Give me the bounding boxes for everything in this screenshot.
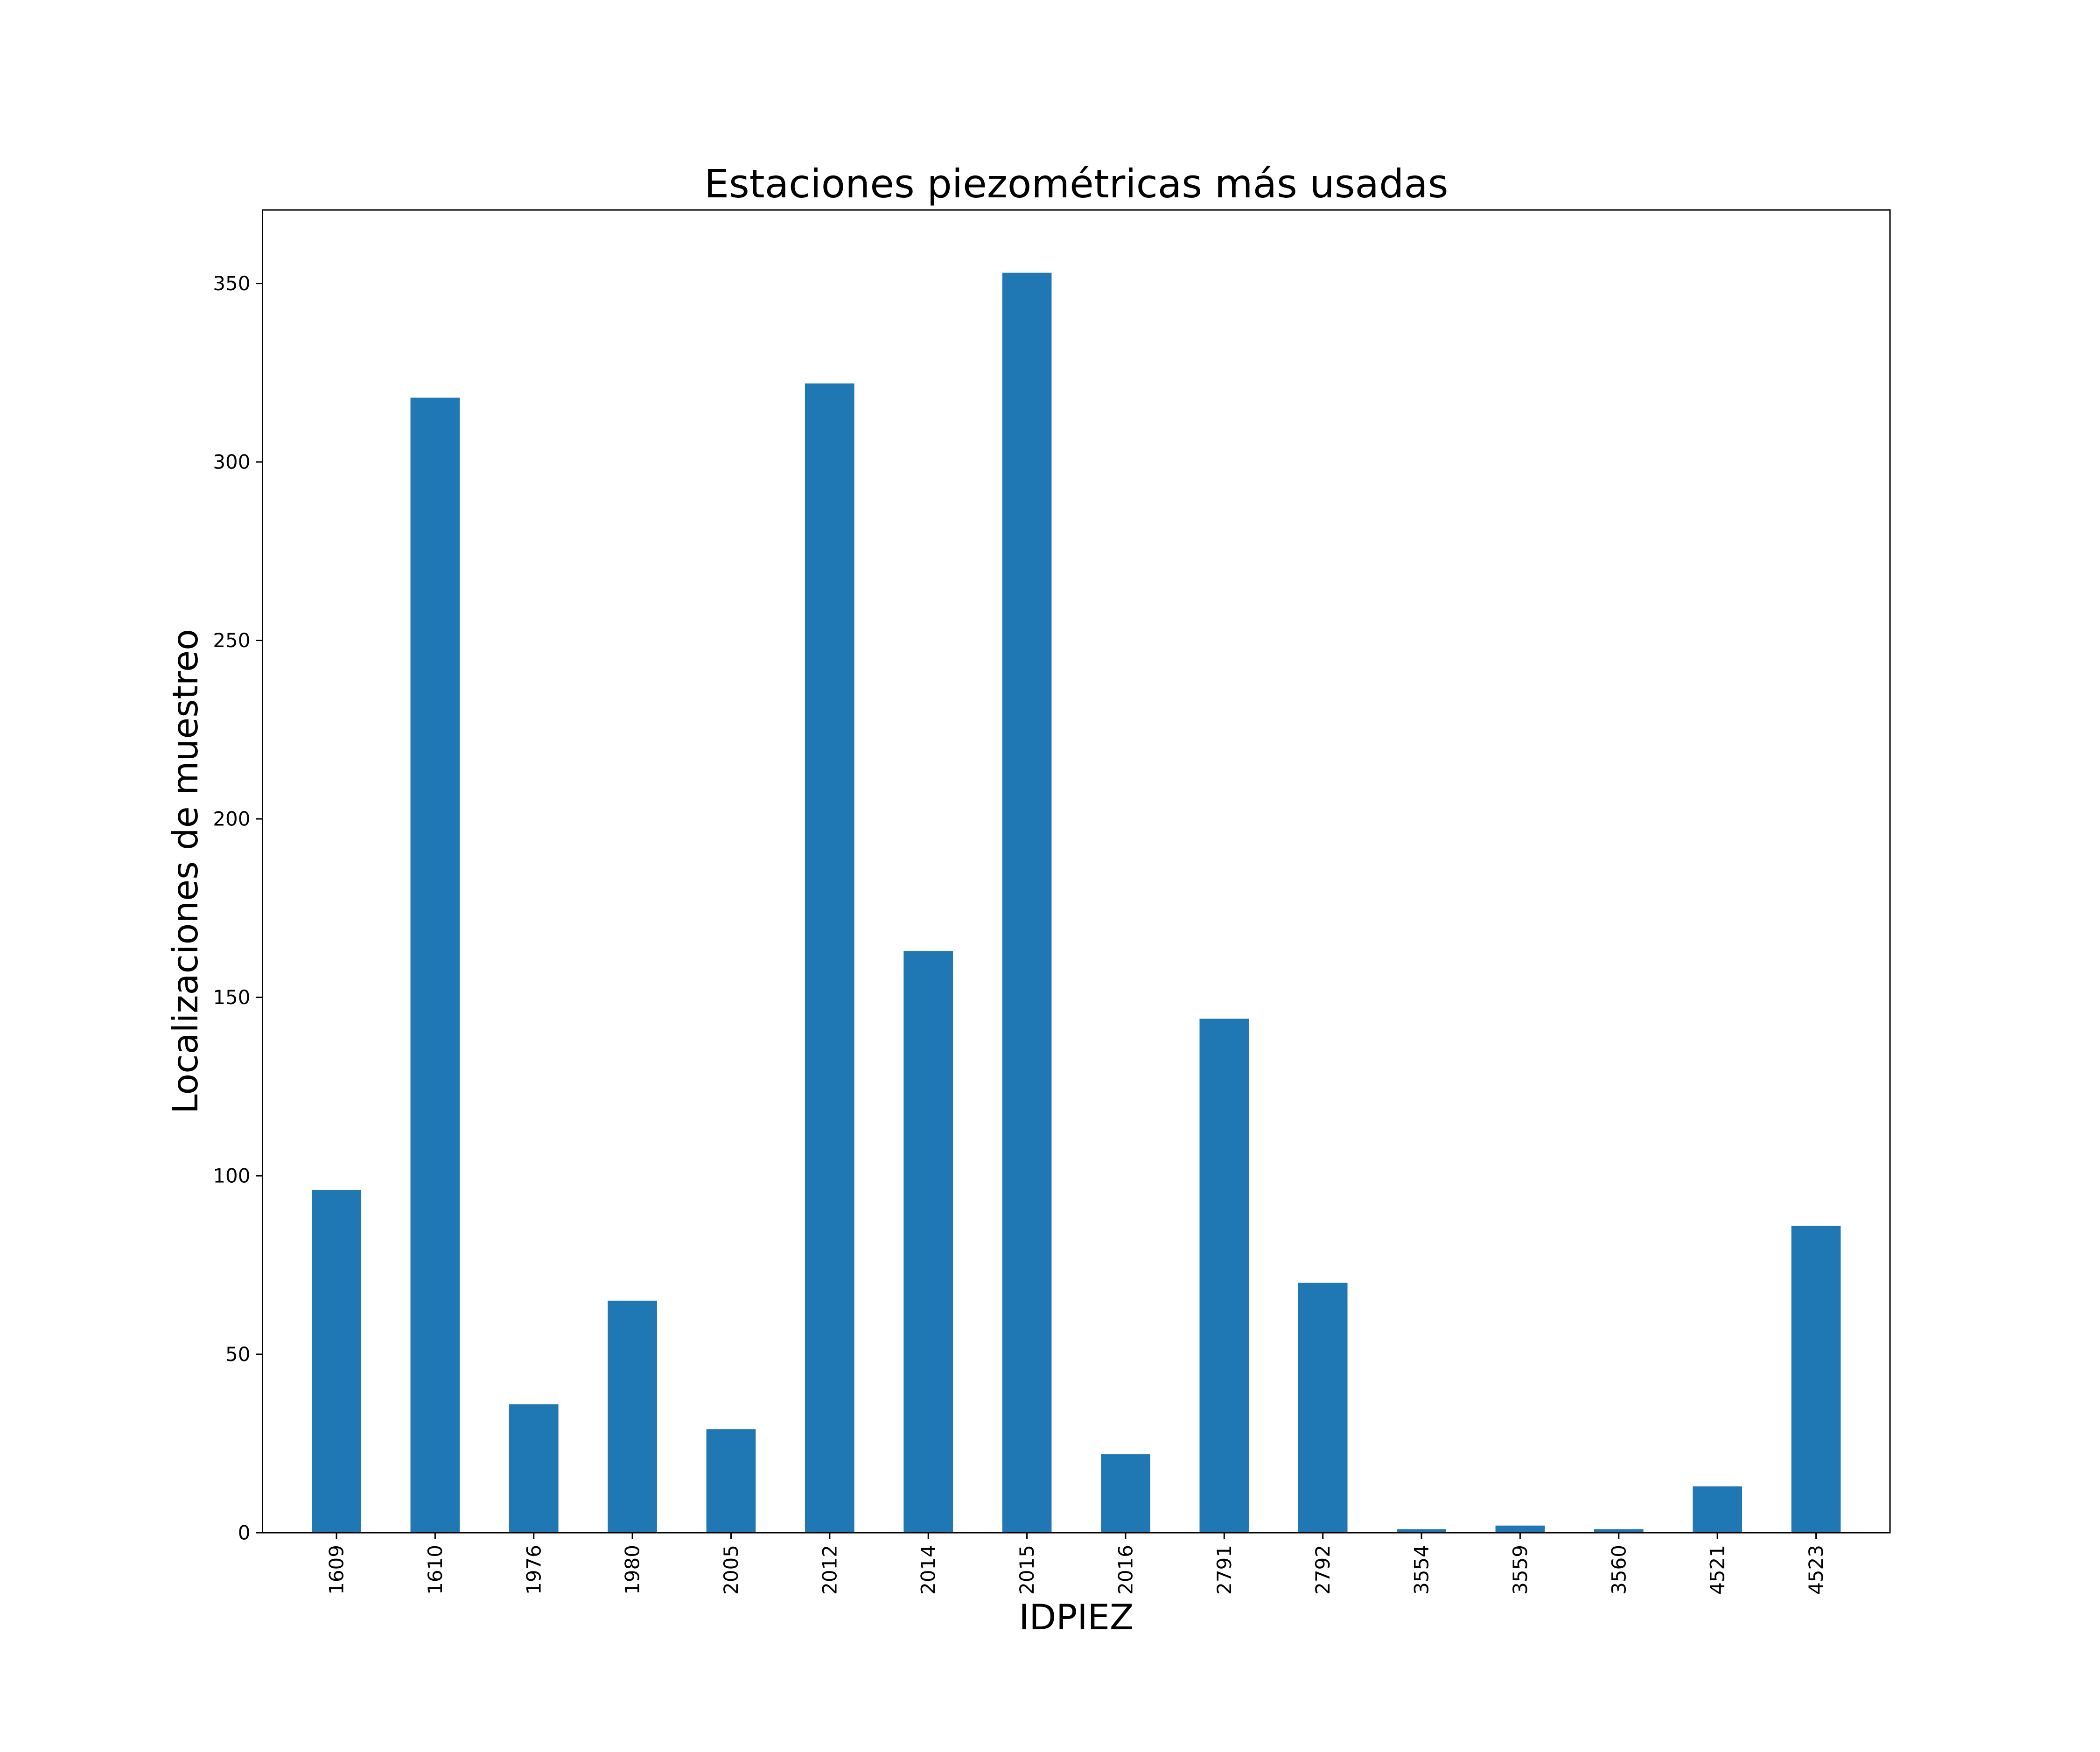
bar-1609	[312, 1190, 361, 1533]
bar-2014	[903, 951, 953, 1533]
y-tick-label: 300	[213, 451, 250, 474]
y-tick-label: 100	[213, 1165, 250, 1187]
x-tick-label: 3554	[1410, 1545, 1433, 1595]
x-tick-label: 2012	[818, 1545, 841, 1595]
bar-3560	[1594, 1529, 1644, 1533]
bar-4521	[1693, 1486, 1742, 1533]
y-tick-label: 200	[213, 808, 250, 831]
x-tick-label: 2016	[1114, 1545, 1137, 1595]
x-tick-label: 1976	[522, 1545, 545, 1595]
bar-1610	[410, 398, 460, 1533]
y-tick-label: 350	[213, 272, 250, 295]
x-tick-label: 2791	[1213, 1545, 1236, 1595]
x-tick-label: 2792	[1311, 1545, 1334, 1595]
bar-4523	[1791, 1226, 1841, 1533]
bar-2012	[805, 383, 854, 1533]
bar-2792	[1298, 1283, 1348, 1533]
y-tick-label: 250	[213, 629, 250, 652]
chart-title: Estaciones piezométricas más usadas	[704, 161, 1449, 207]
bar-2015	[1002, 272, 1052, 1533]
x-tick-label: 3560	[1607, 1545, 1630, 1595]
x-tick-label: 1609	[325, 1545, 348, 1595]
x-tick-label: 2005	[720, 1545, 742, 1595]
bar-2016	[1101, 1454, 1150, 1533]
bar-3554	[1397, 1529, 1446, 1533]
x-tick-label: 1610	[424, 1545, 447, 1595]
x-axis-ticks: 1609 1610 1976 1980 2005 2012 2014 2015 2016 2791…	[325, 1533, 1827, 1595]
bar-3559	[1495, 1525, 1545, 1533]
x-tick-label: 3559	[1509, 1545, 1532, 1595]
bars-layer	[312, 272, 1841, 1533]
x-tick-label: 2015	[1015, 1545, 1038, 1595]
x-axis-label: IDPIEZ	[1019, 1597, 1134, 1638]
bar-2005	[706, 1429, 756, 1533]
y-tick-label: 150	[213, 986, 250, 1009]
bar-1976	[509, 1404, 559, 1533]
y-axis-ticks: 0 50 100 150 200 250 300 350	[213, 272, 263, 1544]
plot-frame	[262, 209, 1891, 1534]
y-axis-label: Localizaciones de muestreo	[165, 629, 206, 1114]
bar-2791	[1199, 1019, 1249, 1533]
x-tick-label: 4523	[1805, 1545, 1827, 1595]
x-tick-label: 1980	[621, 1545, 644, 1595]
bar-1980	[608, 1300, 657, 1533]
y-tick-label: 0	[238, 1522, 251, 1544]
y-tick-label: 50	[225, 1343, 250, 1366]
x-tick-label: 2014	[917, 1545, 940, 1595]
x-tick-label: 4521	[1706, 1545, 1729, 1595]
